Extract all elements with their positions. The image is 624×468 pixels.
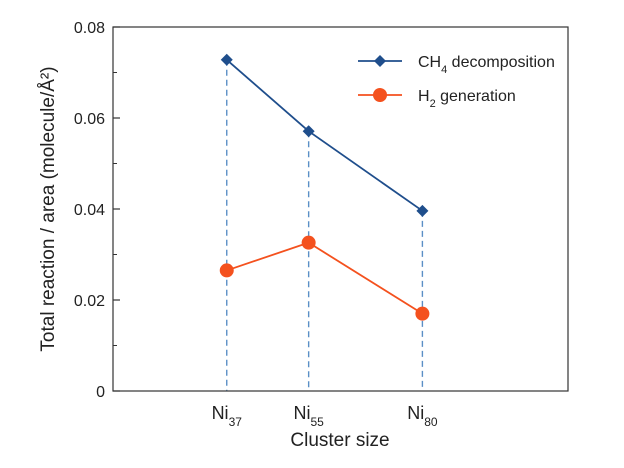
drop-lines [226, 59, 424, 391]
data-point-diamond [220, 53, 233, 66]
legend-marker-diamond [374, 55, 386, 67]
y-tick-label: 0 [96, 384, 105, 401]
y-tick-label: 0.08 [74, 20, 105, 37]
series-group [219, 53, 430, 321]
data-point-diamond [302, 125, 315, 138]
y-axis-label: Total reaction / area (molecule/Å²) [38, 66, 59, 351]
y-tick-label: 0.06 [74, 111, 105, 128]
data-point-circle [301, 235, 316, 250]
x-tick-label: Ni37 [212, 403, 243, 429]
series-line-0 [226, 59, 423, 212]
legend-marker-circle [373, 88, 387, 102]
data-point-diamond [416, 204, 429, 217]
x-tick-label: Ni55 [293, 403, 324, 429]
y-axis: 0 0.02 0.04 0.06 0.08 [74, 20, 120, 401]
legend-label: CH4 decomposition [418, 54, 555, 76]
plot-frame [112, 26, 569, 392]
series-line-1 [226, 241, 423, 315]
x-axis: Ni37 Ni55 Ni80 [212, 403, 438, 429]
y-tick-label: 0.02 [74, 293, 105, 310]
legend: CH4 decomposition H2 generation [358, 54, 555, 110]
x-axis-label: Cluster size [290, 430, 389, 451]
data-point-circle [219, 263, 234, 278]
x-tick-label: Ni80 [407, 403, 438, 429]
legend-label: H2 generation [418, 88, 516, 110]
y-tick-label: 0.04 [74, 202, 105, 219]
data-point-circle [415, 306, 430, 321]
